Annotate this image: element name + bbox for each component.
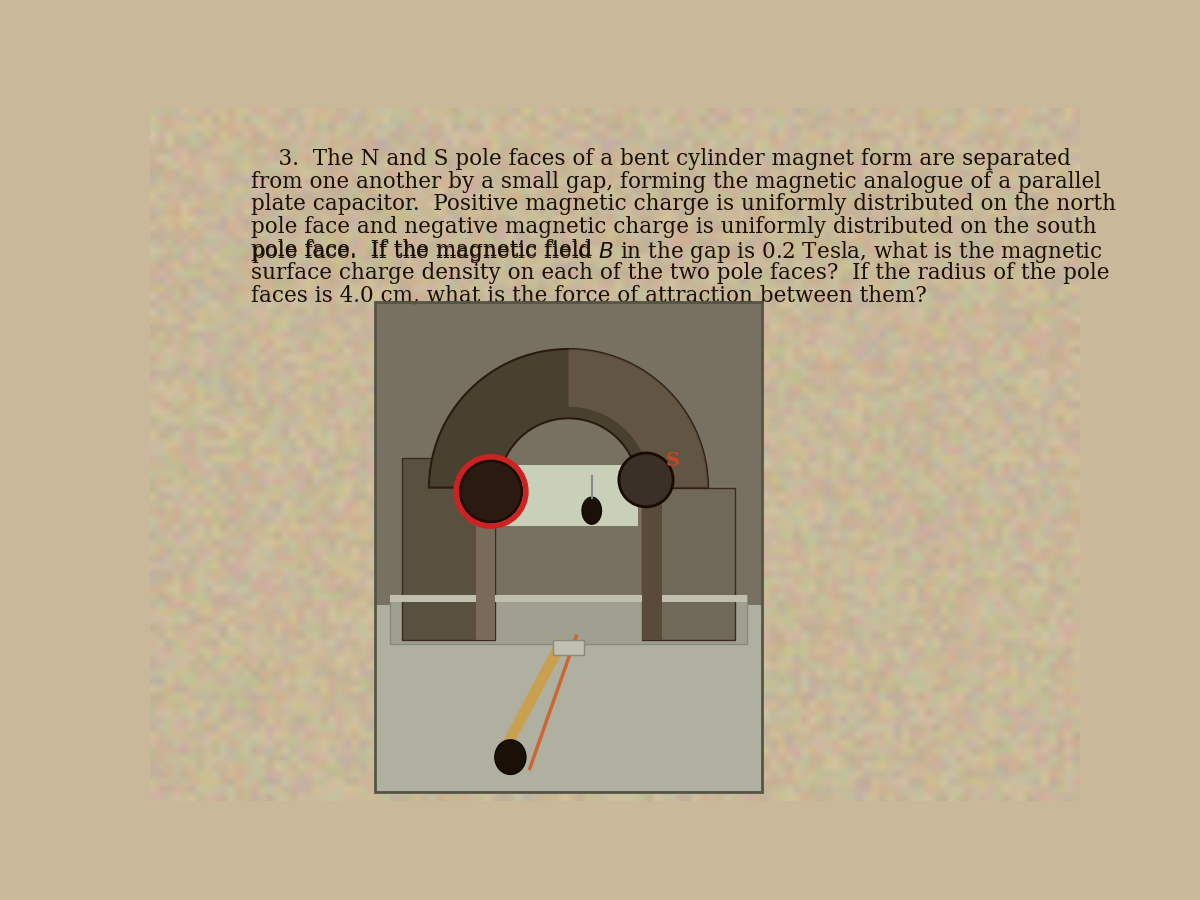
Bar [390,596,746,601]
Bar [475,458,494,640]
Bar [553,640,584,655]
Bar [374,302,762,792]
Polygon shape [430,349,708,488]
Bar [499,464,638,526]
Ellipse shape [619,453,673,507]
Bar [374,302,762,606]
Text: pole face and negative magnetic charge is uniformly distributed on the south: pole face and negative magnetic charge i… [251,216,1097,239]
Bar [402,458,494,640]
Text: pole face.  If the magnetic field $B$ in the gap is 0.2 Tesla, what is the magne: pole face. If the magnetic field $B$ in … [251,238,1103,265]
Bar [390,596,746,644]
Ellipse shape [582,497,601,524]
Bar [642,489,661,640]
Text: faces is 4.0 cm, what is the force of attraction between them?: faces is 4.0 cm, what is the force of at… [251,284,926,306]
Text: pole face.  If the magnetic field: pole face. If the magnetic field [251,238,599,261]
Polygon shape [569,349,708,488]
Ellipse shape [494,740,526,774]
Bar [642,489,736,640]
Text: from one another by a small gap, forming the magnetic analogue of a parallel: from one another by a small gap, forming… [251,171,1100,193]
Text: 3.  The N and S pole faces of a bent cylinder magnet form are separated: 3. The N and S pole faces of a bent cyli… [251,148,1070,170]
Text: surface charge density on each of the two pole faces?  If the radius of the pole: surface charge density on each of the tw… [251,262,1109,284]
Bar [374,302,762,792]
Text: plate capacitor.  Positive magnetic charge is uniformly distributed on the north: plate capacitor. Positive magnetic charg… [251,194,1116,215]
Bar [374,606,762,792]
Ellipse shape [460,461,522,522]
Text: S: S [666,452,680,470]
